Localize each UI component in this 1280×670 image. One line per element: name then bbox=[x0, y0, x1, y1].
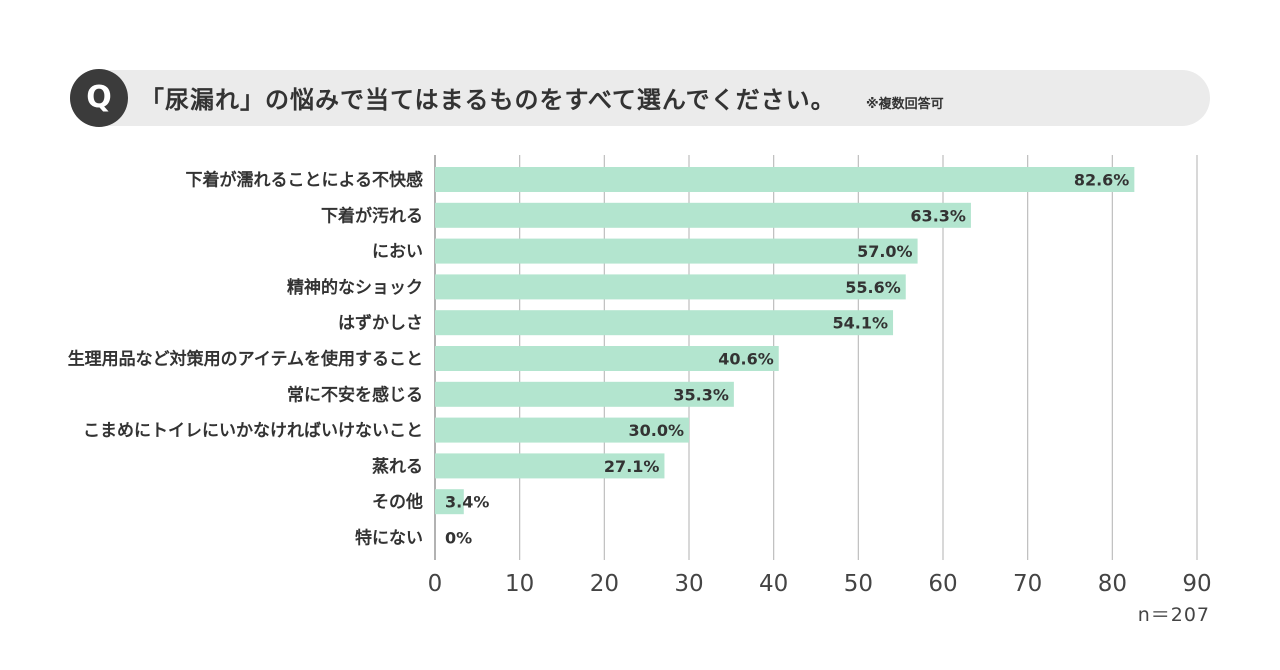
category-label: 精神的なショック bbox=[287, 277, 423, 298]
bar bbox=[435, 489, 464, 515]
category-label: 生理用品など対策用のアイテムを使用すること bbox=[68, 349, 423, 370]
value-label: 55.6% bbox=[845, 278, 901, 297]
category-label: 下着が濡れることによる不快感 bbox=[186, 170, 424, 191]
value-label: 3.4% bbox=[445, 493, 489, 512]
bars bbox=[435, 167, 1135, 515]
x-tick-label: 60 bbox=[928, 571, 957, 597]
x-tick-label: 40 bbox=[759, 571, 788, 597]
x-tick-label: 10 bbox=[505, 571, 534, 597]
category-label: こまめにトイレにいかなければいけないこと bbox=[83, 421, 423, 441]
x-tick-label: 80 bbox=[1098, 571, 1127, 597]
value-label: 30.0% bbox=[628, 421, 684, 440]
bar bbox=[435, 238, 918, 264]
category-label: におい bbox=[372, 242, 423, 262]
category-label: 特にない bbox=[355, 528, 423, 549]
question-text: 「尿漏れ」の悩みで当てはまるものをすべて選んでください。 bbox=[140, 86, 836, 114]
value-label: 27.1% bbox=[604, 457, 660, 476]
category-label: 蒸れる bbox=[372, 457, 423, 477]
sample-size: n＝207 bbox=[1137, 604, 1210, 626]
question-badge: Q bbox=[70, 69, 128, 127]
x-tick-label: 30 bbox=[674, 571, 703, 597]
multiple-answer-note: ※複数回答可 bbox=[866, 97, 944, 112]
category-labels: 下着が濡れることによる不快感下着が汚れるにおい精神的なショックはずかしさ生理用品… bbox=[68, 170, 423, 549]
value-label: 54.1% bbox=[833, 314, 889, 333]
value-label: 63.3% bbox=[910, 206, 966, 225]
bar bbox=[435, 167, 1135, 192]
bar bbox=[435, 274, 906, 300]
x-tick-label: 50 bbox=[844, 571, 873, 597]
x-tick-label: 0 bbox=[428, 571, 443, 597]
bar bbox=[435, 346, 779, 371]
category-label: はずかしさ bbox=[338, 314, 423, 334]
x-tick-label: 20 bbox=[590, 571, 619, 597]
x-tick-labels: 0 10 20 30 40 50 60 70 80 90 bbox=[428, 571, 1212, 597]
category-label: 下着が汚れる bbox=[321, 205, 423, 226]
value-labels: 82.6% 63.3% 57.0% 55.6% 54.1% 40.6% 35.3% 30.0%… bbox=[445, 171, 1129, 548]
bar bbox=[435, 310, 894, 336]
value-label: 82.6% bbox=[1074, 171, 1130, 190]
value-label: 35.3% bbox=[673, 385, 729, 404]
value-label: 0% bbox=[445, 529, 472, 548]
category-label: その他 bbox=[372, 492, 423, 513]
value-label: 40.6% bbox=[718, 350, 774, 369]
bar bbox=[435, 381, 734, 407]
value-label: 57.0% bbox=[857, 242, 913, 261]
bar bbox=[435, 417, 689, 443]
x-tick-label: 90 bbox=[1182, 571, 1211, 597]
bar bbox=[435, 453, 665, 479]
x-tick-label: 70 bbox=[1013, 571, 1042, 597]
bar bbox=[435, 202, 971, 228]
question-banner bbox=[70, 70, 1210, 126]
category-label: 常に不安を感じる bbox=[287, 384, 423, 405]
